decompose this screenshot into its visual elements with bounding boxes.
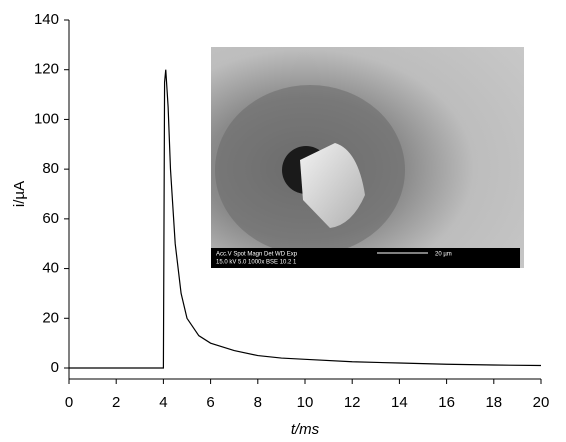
y-tick-label: 40 [42,260,59,277]
x-tick-label: 12 [344,394,361,411]
x-tick-label: 8 [254,394,262,411]
x-tick-label: 18 [485,394,502,411]
y-tick-label: 0 [51,359,59,376]
x-tick-label: 20 [533,394,550,411]
inset-label: 15.0 kV 5.0 1000x BSE 10.2 1 [216,260,297,266]
y-tick-label: 140 [34,11,59,28]
x-tick-label: 10 [297,394,314,411]
x-axis-label: t/ms [291,421,320,438]
inset-label: Acc.V Spot Magn Det WD Exp [216,252,298,258]
x-tick-label: 0 [65,394,73,411]
y-tick-label: 120 [34,61,59,78]
inset-scale: 20 µm [435,252,452,258]
x-tick-label: 14 [391,394,408,411]
x-tick-label: 4 [159,394,167,411]
y-tick-label: 60 [42,210,59,227]
y-tick-label: 80 [42,160,59,177]
y-axis-label: i/µA [11,181,28,207]
y-tick-label: 20 [42,309,59,326]
x-tick-label: 2 [112,394,120,411]
x-tick-label: 16 [438,394,455,411]
x-tick-label: 6 [206,394,214,411]
y-tick-label: 100 [34,110,59,127]
inset-image: Acc.V Spot Magn Det WD Exp 15.0 kV 5.0 1… [211,47,524,268]
data-line [69,69,542,369]
